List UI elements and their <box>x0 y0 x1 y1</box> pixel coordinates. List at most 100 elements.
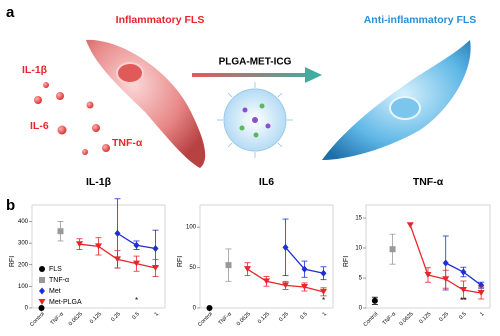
chart-title: TNF-α <box>413 176 444 188</box>
marker <box>38 305 45 311</box>
y-tick-label: 100 <box>18 284 29 290</box>
cytokine: IL-6 <box>30 120 49 132</box>
x-tick-label: 0.125 <box>89 311 103 325</box>
chart-title: IL6 <box>259 176 274 188</box>
cytokine: IL-1β <box>22 64 48 76</box>
y-tick-label: 5 <box>359 276 363 282</box>
marker <box>225 262 232 269</box>
marker <box>206 305 213 311</box>
x-tick-label: 0.5 <box>458 311 468 321</box>
x-tick-label: 0.0625 <box>236 311 252 327</box>
x-tick-label: 0.0625 <box>68 311 84 327</box>
y-tick-label: 15 <box>355 216 362 222</box>
x-tick-label: 0.125 <box>257 311 271 325</box>
marker <box>39 266 45 272</box>
marker <box>133 241 140 249</box>
left-title: Inflammatory FLS <box>116 14 205 26</box>
marker <box>38 299 46 305</box>
marker <box>459 287 467 293</box>
annotation: * <box>322 296 325 305</box>
marker <box>406 222 414 229</box>
x-tick-label: 0.25 <box>278 311 290 323</box>
y-tick-label: 400 <box>18 219 29 225</box>
plot-frame <box>365 204 491 309</box>
y-label: RFI <box>177 256 184 267</box>
marker <box>442 259 449 267</box>
marker <box>95 243 102 250</box>
marker <box>282 282 289 289</box>
y-tick-label: 200 <box>18 262 29 268</box>
marker <box>244 266 251 273</box>
cell <box>86 39 206 169</box>
y-label: RFI <box>343 256 350 267</box>
marker <box>263 278 270 285</box>
y-tick-label: 100 <box>186 225 197 231</box>
marker <box>301 265 308 273</box>
marker <box>57 228 64 235</box>
nucleus <box>389 96 421 120</box>
y-tick-label: 0 <box>25 306 29 312</box>
right-title: Anti-inflammatory FLS <box>364 14 477 26</box>
cell <box>322 40 471 160</box>
annotation: ** <box>460 296 466 305</box>
marker <box>477 290 485 296</box>
marker <box>152 245 159 253</box>
x-tick-label: Control <box>197 311 214 328</box>
plot-frame <box>199 204 334 309</box>
y-label: RFI <box>9 256 16 267</box>
drug-dots <box>239 103 271 138</box>
annotation: * <box>135 296 138 305</box>
legend-label: Met-PLGA <box>49 299 82 306</box>
y-tick-label: 300 <box>18 241 29 247</box>
legend-label: FLS <box>49 266 62 273</box>
x-tick-label: 0.125 <box>418 311 432 325</box>
x-tick-label: TNF-α <box>382 311 398 327</box>
marker <box>301 283 308 290</box>
nucleus <box>116 62 144 84</box>
x-tick-label: 1 <box>154 311 160 317</box>
marker <box>320 269 327 277</box>
x-tick-label: Control <box>363 311 380 328</box>
arrow <box>192 67 322 83</box>
marker <box>389 246 396 253</box>
marker <box>282 243 289 251</box>
x-tick-label: 1 <box>322 311 328 317</box>
marker <box>133 260 140 267</box>
chart-title: IL-1β <box>86 176 112 188</box>
plot-frame <box>31 204 166 309</box>
y-tick-label: 50 <box>189 265 196 271</box>
panel-label: b <box>6 197 15 214</box>
y-tick-label: 0 <box>359 306 363 312</box>
marker <box>114 229 121 237</box>
x-tick-label: 0.0625 <box>399 311 415 327</box>
y-tick-label: 10 <box>355 246 362 252</box>
cytokine-dots <box>34 82 110 155</box>
marker <box>320 288 327 295</box>
x-tick-label: 0.5 <box>131 311 141 321</box>
marker <box>371 297 378 304</box>
panel-label: a <box>6 4 15 21</box>
marker <box>152 264 159 271</box>
x-tick-label: 0.25 <box>110 311 122 323</box>
x-tick-label: TNF-α <box>50 311 66 327</box>
marker <box>442 276 450 283</box>
marker <box>114 256 121 263</box>
x-tick-label: 0.5 <box>299 311 309 321</box>
marker <box>460 268 467 276</box>
arrow-label: PLGA-MET-ICG <box>219 57 292 68</box>
marker <box>424 272 432 278</box>
legend-label: Met <box>49 288 61 295</box>
x-tick-label: 0.25 <box>438 311 450 323</box>
x-tick-label: TNF-α <box>218 311 234 327</box>
x-tick-label: Control <box>29 311 46 328</box>
marker <box>39 277 45 283</box>
legend-label: TNF-α <box>49 277 69 284</box>
marker <box>39 287 45 295</box>
cytokine: TNF-α <box>112 137 143 149</box>
marker <box>76 241 83 248</box>
x-tick-label: 1 <box>479 311 485 317</box>
nanoparticle-spikes <box>217 82 293 158</box>
y-tick-label: 0 <box>193 306 197 312</box>
